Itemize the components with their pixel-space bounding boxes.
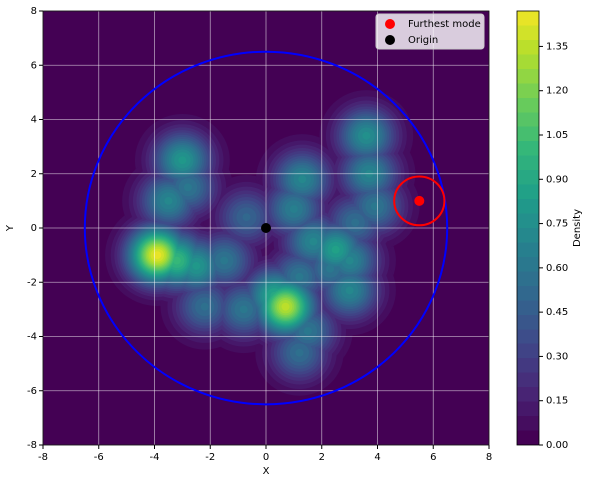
density-contour xyxy=(289,205,298,213)
colorbar-tick-label: 0.45 xyxy=(546,307,568,318)
y-tick-label: 0 xyxy=(31,223,37,234)
density-contour xyxy=(220,256,229,265)
density-contour xyxy=(295,348,304,357)
legend-marker xyxy=(385,19,395,29)
density-contour xyxy=(242,213,251,222)
density-contour xyxy=(345,256,354,265)
density-contour xyxy=(200,302,209,311)
y-tick-label: 2 xyxy=(31,169,37,180)
density-contour xyxy=(295,272,304,281)
colorbar-tick-label: 0.90 xyxy=(546,174,568,185)
density-contour xyxy=(178,156,187,165)
density-contour xyxy=(362,131,371,140)
x-tick-label: -8 xyxy=(38,452,48,463)
x-tick-label: 0 xyxy=(263,452,269,463)
colorbar-tick-label: 0.75 xyxy=(546,219,568,230)
colorbar-tick-label: 0.30 xyxy=(546,351,568,362)
colorbar-label: Density xyxy=(572,209,583,247)
density-contour xyxy=(192,262,201,270)
x-tick-label: 8 xyxy=(486,452,492,463)
legend-label: Furthest mode xyxy=(408,19,481,30)
colorbar-tick-label: 1.35 xyxy=(546,41,568,52)
point xyxy=(414,195,425,206)
density-contour xyxy=(370,202,379,211)
legend-marker xyxy=(385,35,395,45)
density-contour xyxy=(309,237,318,246)
plot-area xyxy=(43,11,489,445)
density-contour xyxy=(303,327,312,336)
x-tick-label: 6 xyxy=(430,452,436,463)
circle xyxy=(393,175,446,227)
y-tick-label: 4 xyxy=(31,115,37,126)
density-contour xyxy=(345,286,354,295)
x-axis-label: X xyxy=(263,466,270,477)
density-contour xyxy=(239,305,248,314)
circle xyxy=(83,50,449,406)
point xyxy=(261,223,271,233)
y-tick-label: 8 xyxy=(31,6,37,17)
y-tick-label: -2 xyxy=(27,277,37,288)
colorbar-tick-label: 0.00 xyxy=(546,440,568,451)
density-contour xyxy=(172,256,181,265)
colorbar-tick-label: 1.20 xyxy=(546,86,568,97)
density-contour xyxy=(281,302,290,311)
x-tick-label: -4 xyxy=(150,452,160,463)
legend: Furthest mode Origin xyxy=(375,13,485,50)
x-tick-label: 4 xyxy=(374,452,380,463)
y-tick-label: -8 xyxy=(27,440,37,451)
colorbar xyxy=(516,10,540,446)
colorbar-tick-label: 1.05 xyxy=(546,130,568,141)
legend-box xyxy=(375,13,485,50)
x-tick-label: 2 xyxy=(319,452,325,463)
density-contour xyxy=(164,196,173,205)
legend-label: Origin xyxy=(408,35,438,46)
colorbar-tick-label: 0.60 xyxy=(546,263,568,274)
x-tick-label: -2 xyxy=(205,452,215,463)
density-contour xyxy=(326,264,335,273)
x-tick-label: -6 xyxy=(94,452,104,463)
colorbar-tick-label: 0.15 xyxy=(546,396,568,407)
y-tick-label: -4 xyxy=(27,332,37,343)
y-tick-label: -6 xyxy=(27,386,37,397)
density-contour xyxy=(331,245,340,254)
density-contour xyxy=(298,175,307,184)
y-axis-label: Y xyxy=(5,224,16,232)
density-contour xyxy=(153,251,162,260)
density-contour xyxy=(351,218,360,227)
density-contour xyxy=(183,183,192,192)
y-tick-label: 6 xyxy=(31,60,37,71)
